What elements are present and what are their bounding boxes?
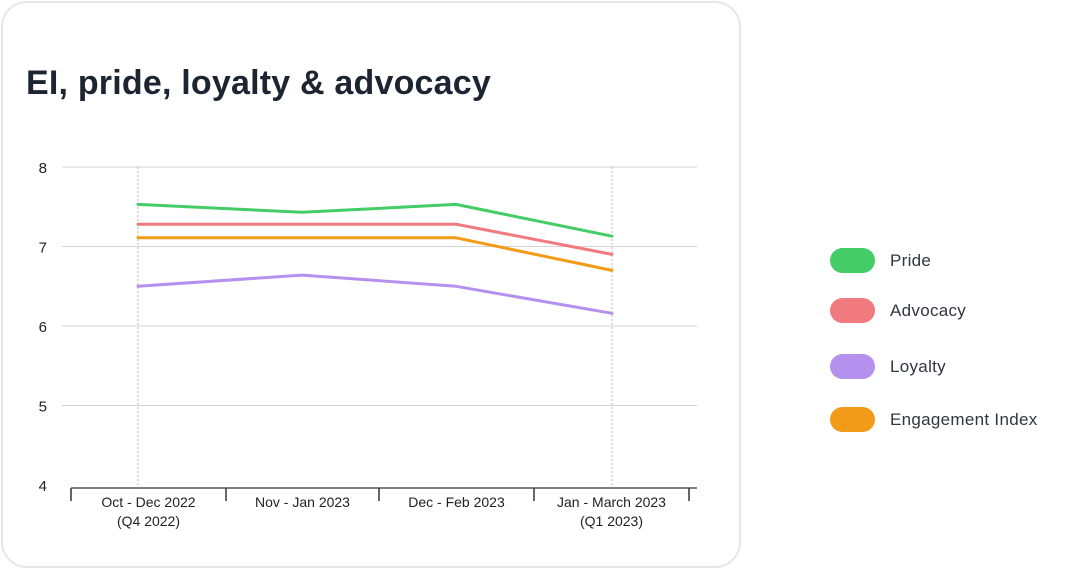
series-line-loyalty [136, 273, 614, 315]
legend-swatch [830, 298, 875, 323]
chart-card [1, 1, 741, 568]
legend-swatch [830, 354, 875, 379]
y-tick-label: 8 [39, 160, 47, 177]
legend-swatch [830, 248, 875, 273]
x-tick-label: Oct - Dec 2022 [101, 494, 195, 510]
chart-title: EI, pride, loyalty & advocacy [26, 64, 491, 102]
x-tick-label: Dec - Feb 2023 [408, 494, 505, 510]
legend-swatch [830, 407, 875, 432]
y-tick-label: 4 [39, 478, 47, 495]
legend-item-engagement-index: Engagement Index [830, 407, 1038, 432]
x-tick-label: (Q4 2022) [117, 513, 180, 529]
legend-label: Loyalty [890, 356, 946, 376]
series-line-advocacy [136, 222, 614, 256]
x-tick-label: (Q1 2023) [580, 513, 643, 529]
series-line-pride [136, 202, 614, 238]
y-tick-label: 7 [39, 240, 47, 257]
x-tick-label: Jan - March 2023 [557, 494, 666, 510]
legend-item-advocacy: Advocacy [830, 298, 966, 323]
x-tick-label: Nov - Jan 2023 [255, 494, 350, 510]
line-chart: 8 7 6 5 4 Oct - Dec 2022 (Q4 2022) Nov - Jan 20… [39, 160, 697, 529]
y-tick-label: 5 [39, 399, 47, 416]
y-tick-label: 6 [39, 319, 47, 336]
legend-label: Advocacy [890, 300, 967, 320]
legend-item-pride: Pride [830, 248, 931, 273]
legend-label: Pride [890, 250, 932, 270]
legend-item-loyalty: Loyalty [830, 354, 946, 379]
series-line-engagement-index [136, 236, 614, 272]
legend-label: Engagement Index [890, 409, 1038, 429]
